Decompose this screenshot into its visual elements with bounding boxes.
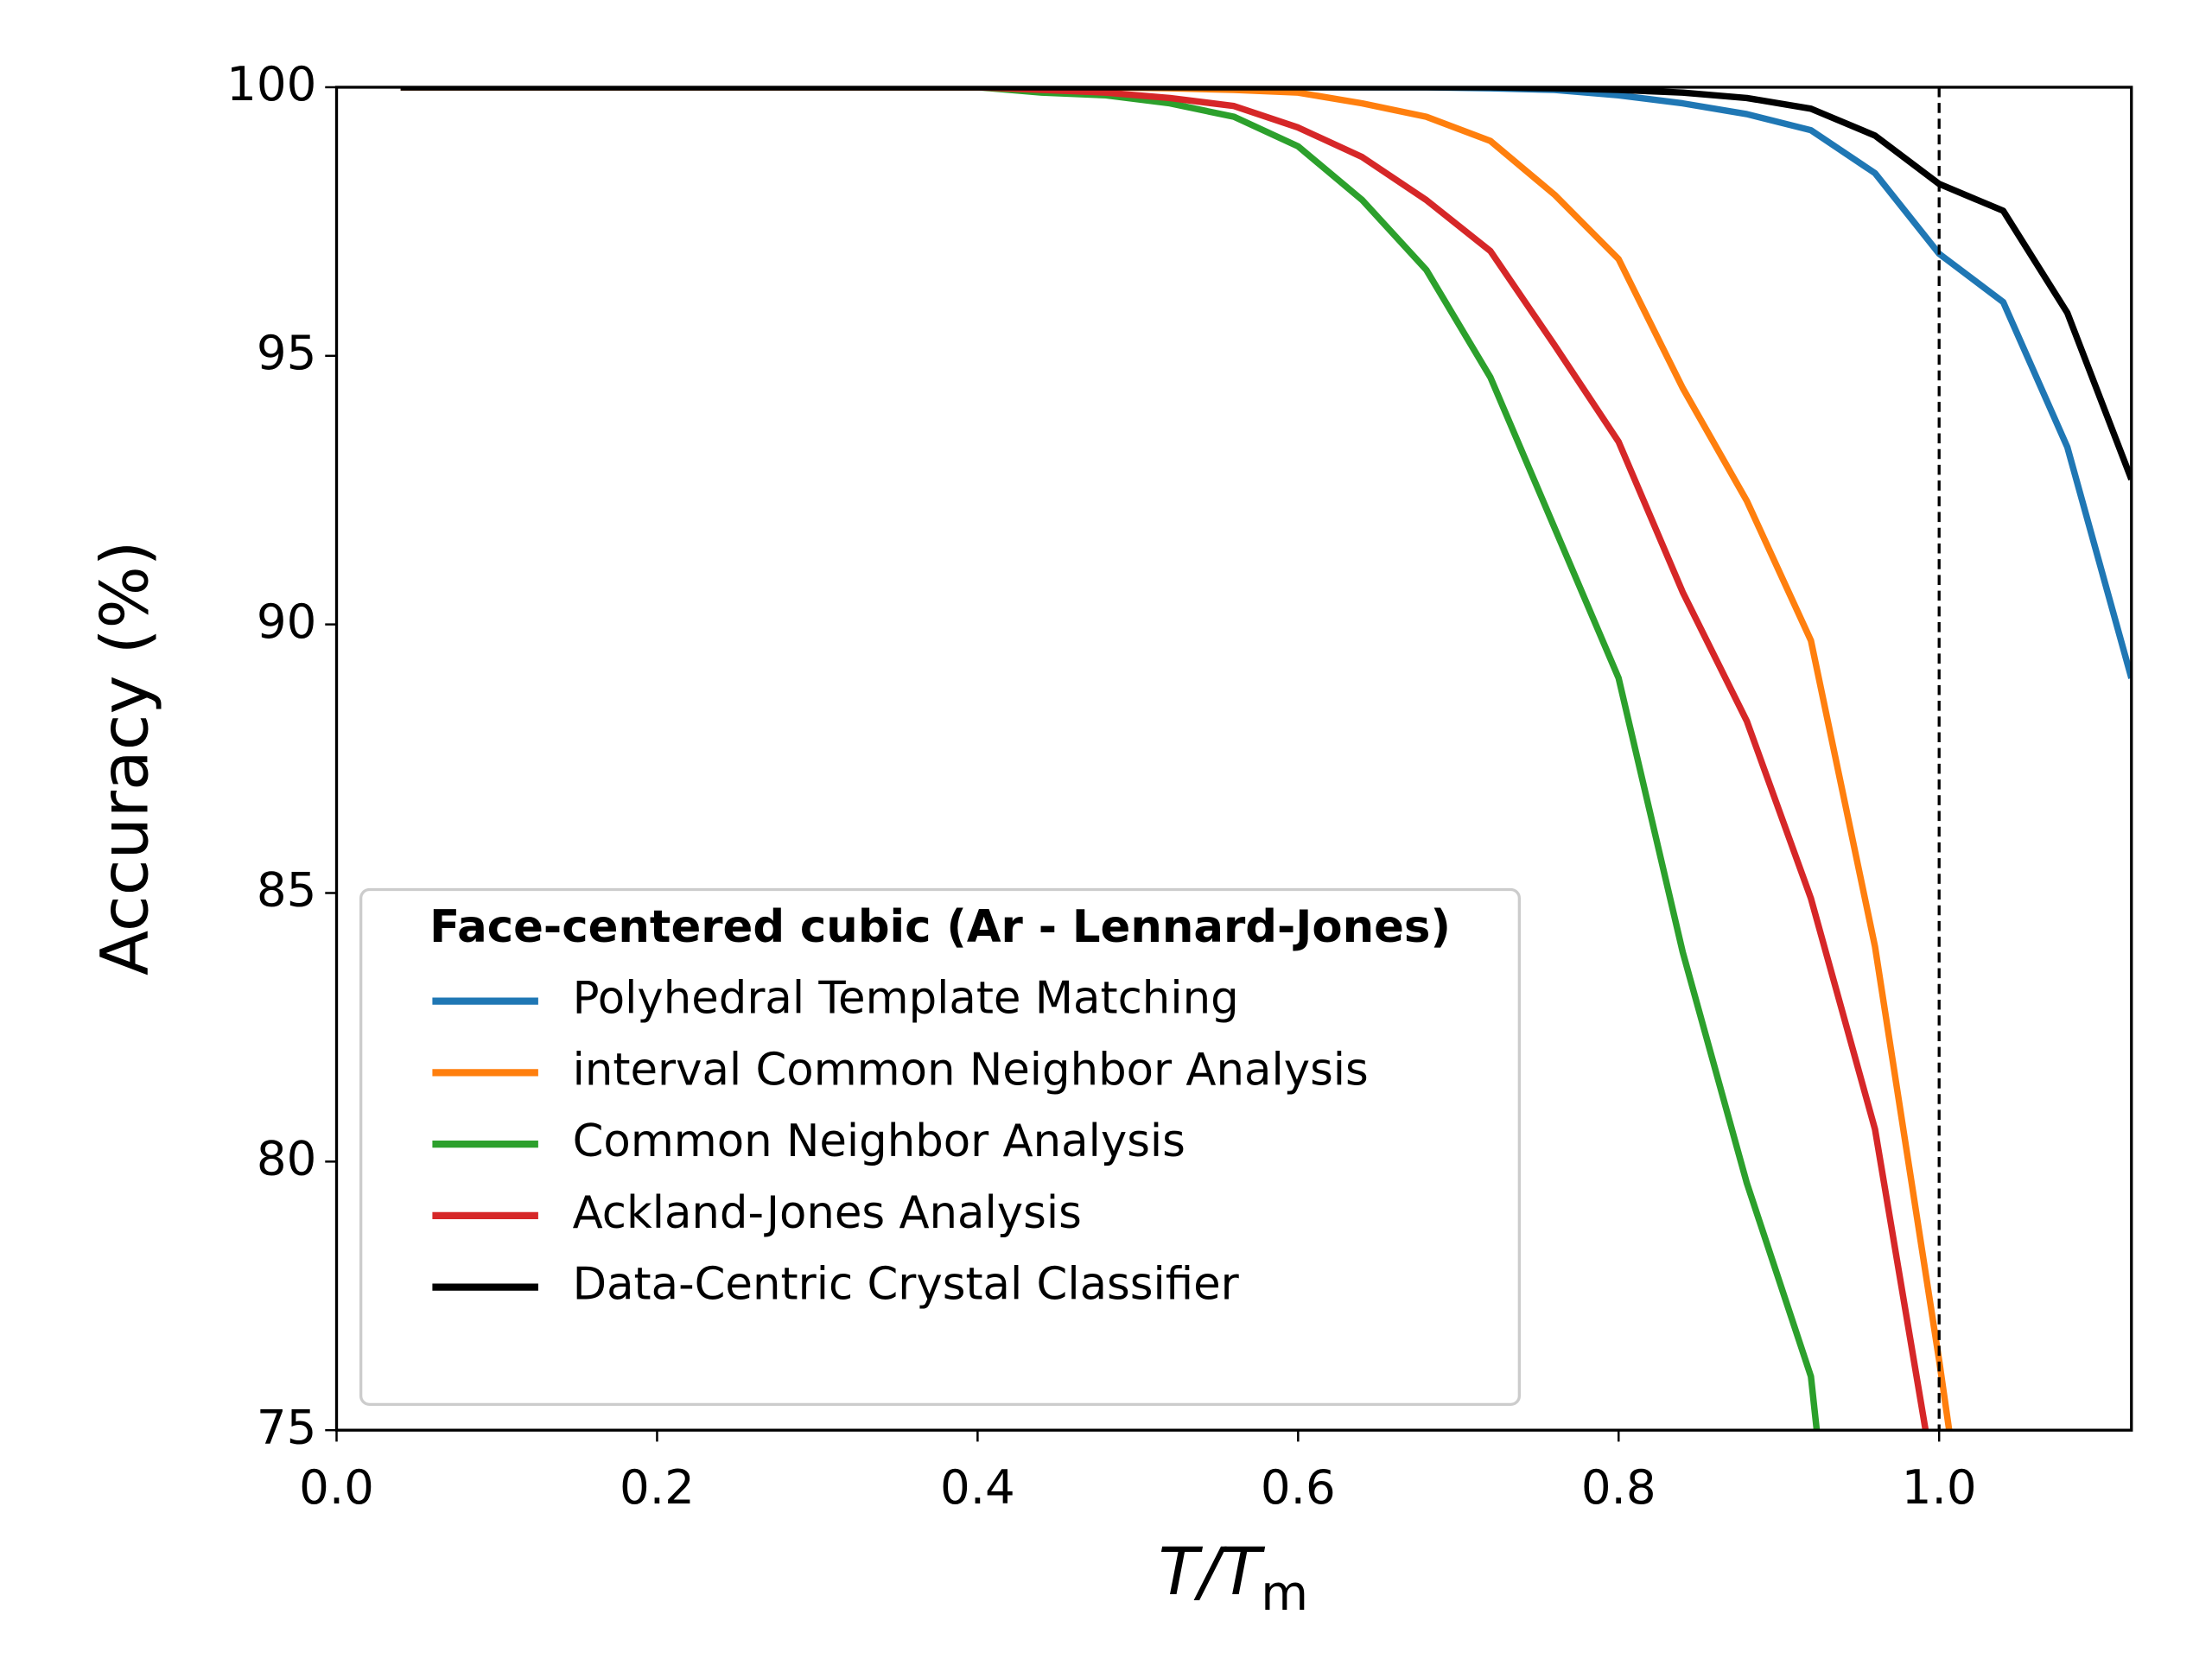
legend-label: Ackland-Jones Analysis xyxy=(573,1187,1082,1239)
x-tick-label: 0.2 xyxy=(620,1459,695,1515)
legend-label: Polyhedral Template Matching xyxy=(573,973,1239,1025)
x-tick-label: 0.0 xyxy=(299,1459,374,1515)
series-line xyxy=(400,86,1929,1431)
plot-frame xyxy=(334,86,2133,1432)
y-tick-label: 95 xyxy=(257,325,316,380)
plot-lines xyxy=(400,86,2132,1431)
y-tick-label: 80 xyxy=(257,1130,316,1185)
series-line xyxy=(400,86,2132,481)
legend-title: Face-centered cubic (Ar - Lennard-Jones) xyxy=(429,901,1451,953)
x-tick-label: 0.8 xyxy=(1581,1459,1656,1515)
series-line xyxy=(400,86,1821,1431)
x-tick-label: 0.6 xyxy=(1261,1459,1336,1515)
series-line xyxy=(400,86,2132,679)
x-axis-label-sub: m xyxy=(1261,1566,1308,1622)
y-tick-label: 75 xyxy=(257,1399,316,1454)
series-line xyxy=(400,86,1953,1431)
x-axis-label-main: T/T xyxy=(1159,1533,1266,1610)
legend-label: Common Neighbor Analysis xyxy=(573,1116,1185,1167)
x-axis-label: T/Tm xyxy=(1159,1533,1308,1622)
y-tick-label: 90 xyxy=(257,594,316,649)
y-tick-label: 100 xyxy=(226,56,316,111)
x-tick-label: 1.0 xyxy=(1902,1459,1977,1515)
legend-label: interval Common Neighbor Analysis xyxy=(573,1044,1369,1096)
y-tick-label: 85 xyxy=(257,862,316,918)
x-tick-label: 0.4 xyxy=(940,1459,1015,1515)
legend-label: Data-Centric Crystal Classifier xyxy=(573,1259,1240,1311)
legend-box xyxy=(359,887,1521,1407)
y-axis-label: Accuracy (%) xyxy=(86,540,163,975)
